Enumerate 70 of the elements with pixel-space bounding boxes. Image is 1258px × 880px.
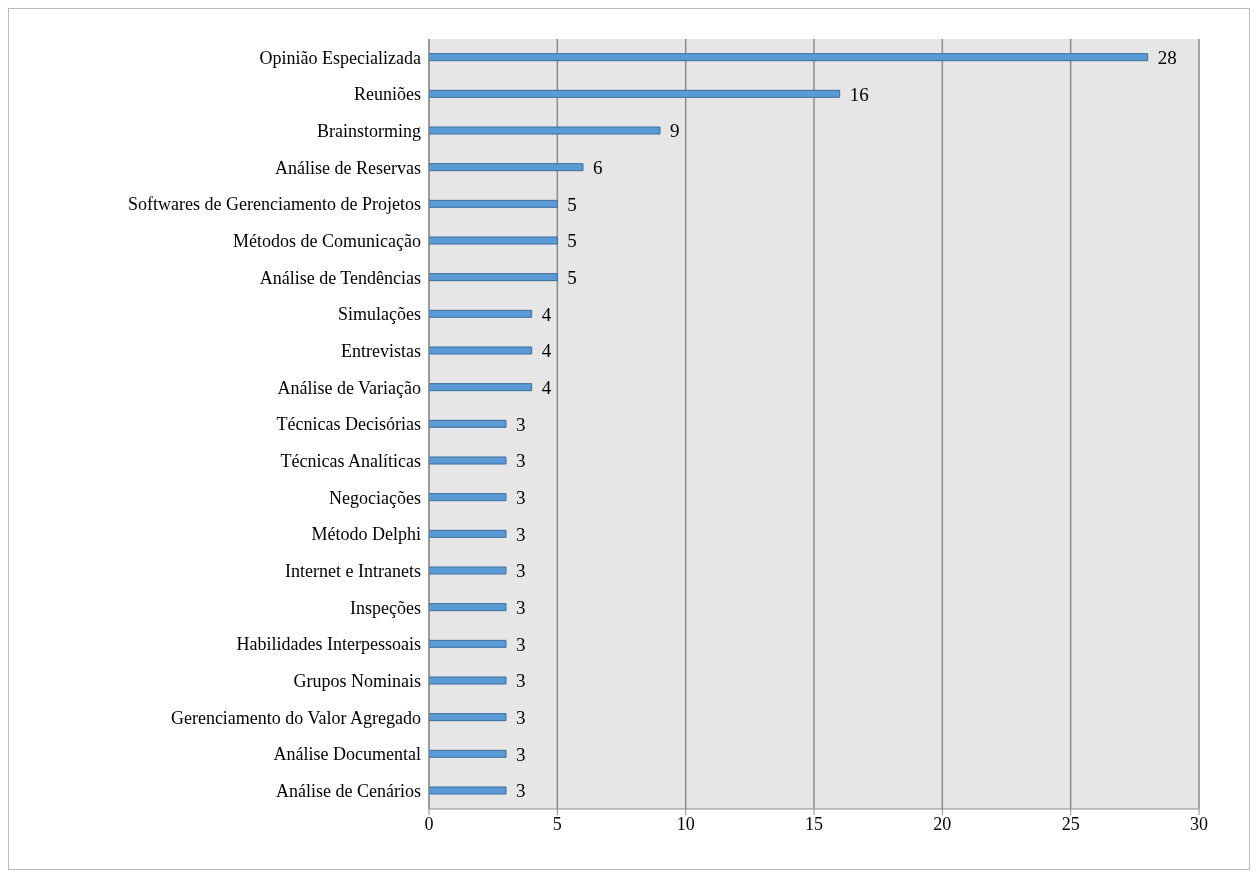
- y-tick-label: Métodos de Comunicação: [233, 231, 421, 252]
- y-tick-label: Simulações: [338, 304, 421, 325]
- y-tick-label: Análise de Reservas: [275, 157, 421, 178]
- data-label: 4: [541, 303, 552, 325]
- y-tick-label: Análise Documental: [273, 744, 421, 765]
- bar: [429, 529, 507, 538]
- y-tick-label: Método Delphi: [311, 524, 421, 545]
- data-label: 3: [516, 743, 526, 765]
- data-label: 3: [516, 633, 526, 655]
- x-tick-label: 20: [933, 813, 952, 834]
- data-label: 3: [516, 486, 526, 508]
- bar: [429, 346, 533, 355]
- bar: [429, 126, 661, 135]
- data-label: 5: [567, 193, 577, 215]
- bar: [429, 273, 558, 282]
- y-tick-label: Grupos Nominais: [293, 671, 421, 692]
- data-label: 3: [516, 560, 526, 582]
- y-tick-label: Técnicas Decisórias: [276, 414, 421, 435]
- x-tick-label: 5: [552, 813, 562, 834]
- x-tick-label: 15: [805, 813, 823, 834]
- data-label: 3: [516, 596, 526, 618]
- data-label: 9: [670, 120, 680, 142]
- bar: [429, 163, 584, 172]
- bar: [429, 199, 558, 208]
- data-label: 6: [593, 156, 603, 178]
- data-label: 5: [567, 266, 577, 288]
- bar: [429, 603, 507, 612]
- bar: [429, 493, 507, 502]
- y-tick-label: Opinião Especializada: [259, 47, 421, 68]
- bar: [429, 749, 507, 758]
- data-label: 4: [541, 340, 552, 362]
- x-tick-label: 10: [676, 813, 695, 834]
- bar: [429, 713, 507, 722]
- y-tick-label: Softwares de Gerenciamento de Projetos: [128, 194, 421, 215]
- bar: [429, 236, 558, 245]
- data-label: 3: [516, 413, 526, 435]
- bar: [429, 419, 507, 428]
- data-label: 4: [541, 376, 552, 398]
- y-tick-label: Internet e Intranets: [285, 561, 421, 582]
- bar: [429, 566, 507, 575]
- data-label: 3: [516, 670, 526, 692]
- bar: [429, 89, 841, 98]
- bar: [429, 676, 507, 685]
- x-tick-label: 25: [1061, 813, 1080, 834]
- x-tick-label: 0: [424, 813, 434, 834]
- y-tick-label: Brainstorming: [317, 121, 421, 142]
- data-label: 28: [1157, 46, 1177, 68]
- y-tick-label: Análise de Variação: [277, 377, 421, 398]
- bar: [429, 309, 533, 318]
- bar: [429, 53, 1149, 62]
- y-tick-label: Técnicas Analíticas: [280, 451, 421, 472]
- y-tick-label: Entrevistas: [341, 341, 421, 362]
- data-label: 5: [567, 230, 577, 252]
- y-tick-label: Gerenciamento do Valor Agregado: [170, 707, 421, 728]
- y-tick-label: Habilidades Interpessoais: [236, 634, 421, 655]
- y-tick-label: Reuniões: [354, 84, 421, 105]
- data-label: 3: [516, 706, 526, 728]
- x-tick-label: 30: [1190, 813, 1208, 834]
- bar: [429, 456, 507, 465]
- y-tick-label: Negociações: [329, 487, 421, 508]
- data-label: 3: [516, 780, 526, 802]
- y-tick-label: Inspeções: [350, 597, 421, 618]
- bar: [429, 639, 507, 648]
- bar: [429, 786, 507, 795]
- data-label: 16: [849, 83, 869, 105]
- y-tick-label: Análise de Cenários: [276, 781, 421, 802]
- data-label: 3: [516, 523, 526, 545]
- bar: [429, 383, 533, 392]
- data-label: 3: [516, 450, 526, 472]
- y-tick-label: Análise de Tendências: [259, 267, 421, 288]
